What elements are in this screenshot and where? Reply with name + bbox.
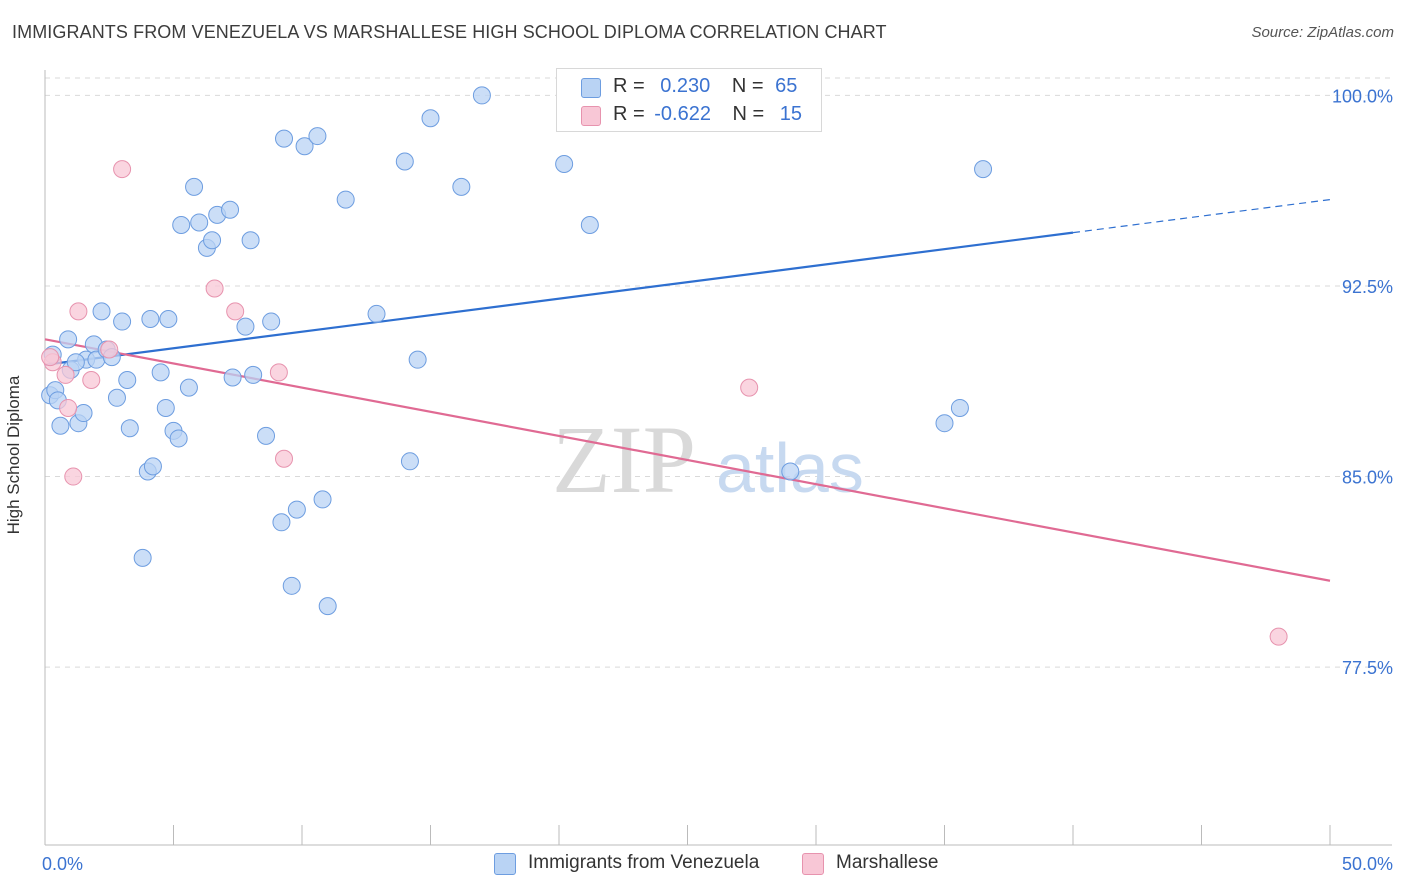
point-venezuela (59, 330, 78, 349)
point-venezuela (159, 310, 178, 329)
point-venezuela (156, 398, 175, 417)
chart-source: Source: ZipAtlas.com (1251, 24, 1394, 41)
point-venezuela (262, 312, 281, 331)
legend-n-value: 15 (779, 103, 803, 125)
point-venezuela (74, 404, 93, 423)
y-tick-label: 85.0% (1342, 468, 1393, 488)
watermark: ZIP atlas (552, 406, 864, 513)
point-venezuela (318, 597, 337, 616)
point-venezuela (935, 414, 954, 433)
legend-n-label: N = (731, 75, 764, 97)
point-marshallese (69, 302, 88, 321)
legend-r-value: 0.230 (660, 75, 711, 97)
point-marshallese (41, 348, 60, 367)
trend-lines (44, 198, 1331, 582)
chart-title: IMMIGRANTS FROM VENEZUELA VS MARSHALLESE… (12, 22, 887, 42)
point-venezuela (452, 177, 471, 196)
point-venezuela (400, 452, 419, 471)
point-venezuela (395, 152, 414, 171)
point-venezuela (282, 576, 301, 595)
point-venezuela (223, 368, 242, 387)
point-marshallese (1269, 627, 1288, 646)
x-tick-label: 50.0% (1342, 854, 1393, 874)
point-venezuela (141, 310, 160, 329)
x-tick-label: 0.0% (42, 854, 83, 874)
point-marshallese (59, 398, 78, 417)
axes (44, 70, 1392, 846)
point-venezuela (472, 86, 491, 105)
legend-swatch-venezuela (581, 78, 601, 98)
trend-line-venezuela (44, 231, 1074, 366)
point-venezuela (185, 177, 204, 196)
point-venezuela (313, 490, 332, 509)
point-venezuela (950, 398, 969, 417)
point-venezuela (92, 302, 111, 321)
point-venezuela (107, 388, 126, 407)
point-venezuela (151, 363, 170, 382)
point-venezuela (555, 155, 574, 174)
legend-r-value: -0.622 (654, 103, 711, 125)
point-venezuela (367, 304, 386, 323)
point-venezuela (236, 317, 255, 336)
data-points (41, 86, 1288, 646)
legend-n-value: 65 (775, 75, 798, 97)
watermark-zip: ZIP (552, 406, 696, 513)
point-venezuela (257, 426, 276, 445)
legend-n-label: N = (732, 103, 765, 125)
point-marshallese (205, 279, 224, 298)
legend-r-label: R = (613, 103, 645, 125)
point-venezuela (336, 190, 355, 209)
y-tick-label: 77.5% (1342, 658, 1393, 678)
point-venezuela (66, 353, 85, 372)
legend-swatch-marshallese (581, 106, 601, 126)
point-venezuela (244, 365, 263, 384)
correlation-legend: R = 0.230 N = 65 R = -0.622 N = 15 (556, 68, 822, 132)
point-marshallese (82, 371, 101, 389)
point-venezuela (143, 457, 162, 476)
point-venezuela (118, 371, 137, 389)
point-venezuela (169, 429, 188, 448)
point-marshallese (113, 160, 132, 179)
point-venezuela (421, 109, 440, 128)
point-venezuela (133, 548, 152, 567)
point-venezuela (113, 312, 132, 331)
point-marshallese (740, 378, 759, 397)
y-tick-label: 100.0% (1332, 86, 1393, 106)
legend-swatch-venezuela (494, 853, 516, 875)
point-marshallese (269, 363, 288, 382)
point-venezuela (221, 200, 240, 219)
point-marshallese (56, 365, 75, 384)
point-venezuela (179, 378, 198, 397)
point-venezuela (781, 462, 800, 481)
point-marshallese (100, 340, 119, 359)
y-tick-label: 92.5% (1342, 277, 1393, 297)
point-venezuela (295, 137, 314, 156)
point-venezuela (275, 129, 294, 148)
point-venezuela (408, 350, 427, 369)
point-marshallese (226, 302, 245, 321)
tick-labels: 77.5% 85.0% 92.5% 100.0% 0.0% 50.0% (42, 86, 1393, 874)
point-venezuela (308, 127, 327, 146)
point-marshallese (64, 467, 83, 486)
point-venezuela (172, 216, 191, 234)
point-venezuela (51, 416, 70, 435)
point-venezuela (580, 216, 599, 234)
legend-label-marshallese: Marshallese (836, 852, 939, 873)
point-venezuela (272, 513, 291, 532)
legend-label-venezuela: Immigrants from Venezuela (528, 852, 760, 873)
legend-r-label: R = (613, 75, 645, 97)
trend-line-venezuela-extension (1072, 198, 1331, 234)
point-venezuela (203, 231, 222, 250)
point-venezuela (241, 231, 260, 250)
legend-swatch-marshallese (802, 853, 824, 875)
point-venezuela (120, 419, 139, 438)
point-venezuela (287, 500, 306, 519)
point-venezuela (190, 213, 209, 232)
point-marshallese (275, 449, 294, 468)
point-venezuela (974, 160, 993, 179)
